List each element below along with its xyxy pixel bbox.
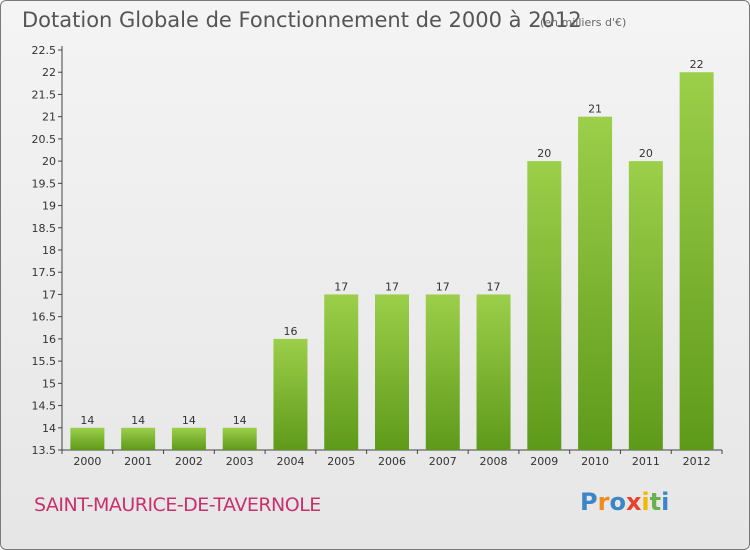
x-tick-label: 2000 [73,455,101,468]
bar [425,294,460,450]
x-tick-label: 2011 [632,455,660,468]
bar-value-label: 17 [385,280,399,293]
bar [273,338,308,450]
bar [222,427,257,450]
y-tick-label: 14 [42,422,56,435]
bar-value-label: 17 [436,280,450,293]
bar [70,427,105,450]
logo-letter: i [641,488,650,516]
x-tick-label: 2004 [276,455,304,468]
chart-title: Dotation Globale de Fonctionnement de 20… [22,8,582,32]
labels-group: 2000 14 2001 14 2002 14 2003 14 2004 16 2005 17 2006… [73,58,710,468]
logo-letter: t [649,488,662,516]
bar-value-label: 14 [80,414,94,427]
bar [375,294,409,450]
bar [679,72,714,450]
y-tick-label: 15 [42,377,56,390]
y-tick-label: 19.5 [32,177,57,190]
bar-value-label: 20 [639,147,653,160]
y-tick-label: 16 [42,333,56,346]
y-tick-label: 20 [42,155,56,168]
chart-subtitle: (en milliers d'€) [540,16,627,29]
y-tick-label: 21.5 [32,88,57,101]
y-tick-label: 17.5 [32,266,57,279]
bar-value-label: 17 [334,280,348,293]
logo-letter: r [597,488,610,516]
x-tick-label: 2010 [581,455,609,468]
bar [171,427,206,450]
y-tick-label: 17 [42,288,56,301]
x-tick-label: 2005 [327,455,355,468]
logo-letter: i [661,488,670,516]
bar-value-label: 21 [588,103,602,116]
bar [527,161,562,450]
logo-letter: x [625,488,642,516]
x-tick-label: 2001 [124,455,152,468]
commune-name: SAINT-MAURICE-DE-TAVERNOLE [34,494,321,516]
y-tick-label: 21 [42,111,56,124]
y-tick-label: 16.5 [32,311,57,324]
x-tick-label: 2008 [480,455,508,468]
x-tick-label: 2003 [226,455,254,468]
y-tick-label: 13.5 [32,444,57,457]
x-tick-label: 2006 [378,455,406,468]
bar-value-label: 14 [182,414,196,427]
bar-value-label: 14 [233,414,247,427]
y-tick-label: 19 [42,200,56,213]
bars-group [70,72,714,451]
y-tick-label: 22 [42,66,56,79]
bar [628,161,663,450]
y-tick-label: 18 [42,244,56,257]
x-tick-label: 2009 [530,455,558,468]
bar [121,427,156,450]
bar-value-label: 16 [283,325,297,338]
bar [324,294,359,450]
y-tick-label: 22.5 [32,44,57,57]
y-tick-label: 20.5 [32,133,57,146]
x-tick-label: 2007 [429,455,457,468]
y-tick-label: 14.5 [32,400,57,413]
logo-letter: P [580,488,598,516]
bar-value-label: 20 [537,147,551,160]
bar-value-label: 22 [690,58,704,71]
y-tick-label: 18.5 [32,222,57,235]
logo-letter: o [609,488,626,516]
bar [578,116,613,451]
bar [476,294,511,450]
y-tick-label: 15.5 [32,355,57,368]
x-tick-label: 2012 [683,455,711,468]
bar-value-label: 14 [131,414,145,427]
bar-value-label: 17 [487,280,501,293]
x-tick-label: 2002 [175,455,203,468]
proxiti-logo: Proxiti [580,488,669,516]
